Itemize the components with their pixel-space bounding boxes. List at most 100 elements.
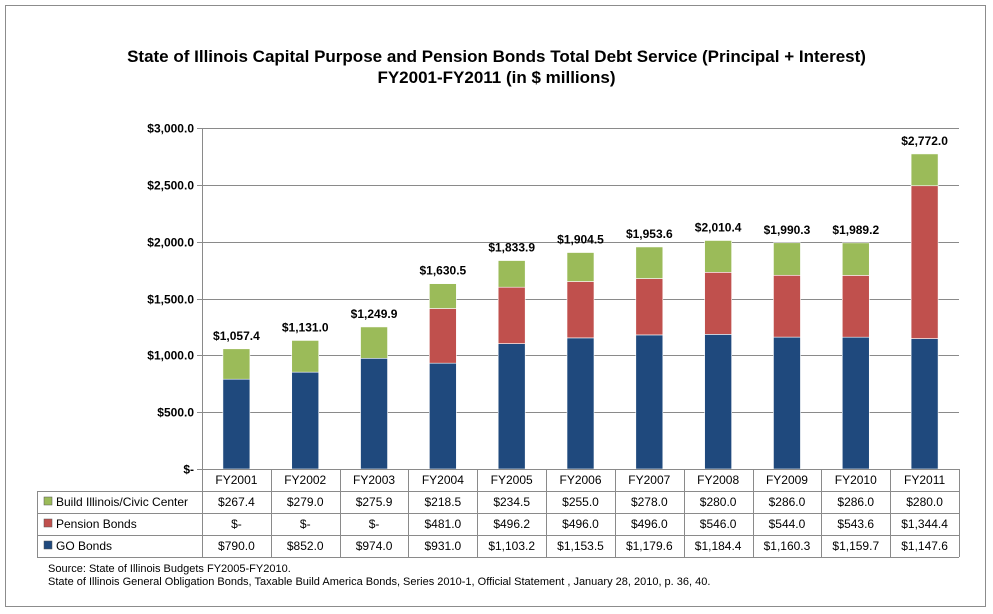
bar-segment-build-illinois-civic-center [704, 240, 732, 273]
x-tick-label: FY2002 [284, 473, 326, 487]
bar-segment-go-bonds [566, 337, 595, 470]
total-data-label: $1,953.6 [626, 227, 673, 241]
table-cell: $1,153.5 [557, 539, 604, 553]
bar-segment-pension-bonds [497, 286, 526, 344]
table-cell: $931.0 [425, 539, 462, 553]
x-tick-label: FY2011 [904, 473, 945, 487]
table-cell: $280.0 [700, 495, 737, 509]
table-cell: $255.0 [562, 495, 599, 509]
bar-segment-go-bonds [841, 336, 870, 470]
bar-segment-go-bonds [635, 334, 664, 470]
bar-segment-go-bonds [291, 371, 320, 470]
table-cell: $496.0 [562, 517, 599, 531]
bar-segment-build-illinois-civic-center [566, 252, 595, 282]
bar-segment-build-illinois-civic-center [841, 242, 870, 276]
table-cell: $280.0 [906, 495, 943, 509]
table-cell: $790.0 [218, 539, 255, 553]
bar-segment-build-illinois-civic-center [429, 283, 457, 309]
bar-segment-pension-bonds [773, 274, 801, 338]
x-tick-label: FY2004 [422, 473, 464, 487]
table-cell: $1,344.4 [901, 517, 948, 531]
x-tick-label: FY2008 [697, 473, 739, 487]
x-tick-label: FY2009 [766, 473, 808, 487]
bar-segment-build-illinois-civic-center [635, 246, 664, 279]
table-cell: $1,184.4 [695, 539, 742, 553]
bar-segment-build-illinois-civic-center [497, 260, 526, 288]
legend-label: Pension Bonds [56, 517, 137, 531]
total-data-label: $1,904.5 [557, 233, 604, 247]
y-tick-label: $500.0 [157, 406, 194, 420]
table-cell: $544.0 [769, 517, 806, 531]
bar-segment-build-illinois-civic-center [773, 242, 801, 276]
bar-segment-pension-bonds [566, 281, 595, 339]
total-data-label: $1,057.4 [213, 329, 260, 343]
legend-label: GO Bonds [56, 539, 112, 553]
table-cell: $543.6 [837, 517, 874, 531]
bar-segment-build-illinois-civic-center [360, 326, 388, 359]
table-cell: $1,160.3 [764, 539, 811, 553]
total-data-label: $1,249.9 [351, 307, 398, 321]
bar-segment-go-bonds [429, 362, 457, 470]
bar-segment-go-bonds [222, 378, 251, 470]
legend-swatch [43, 496, 53, 506]
table-cell: $1,147.6 [901, 539, 948, 553]
bar-segment-go-bonds [910, 338, 939, 470]
table-cell: $275.9 [356, 495, 393, 509]
total-data-label: $1,630.5 [420, 264, 467, 278]
table-cell: $278.0 [631, 495, 668, 509]
table-cell: $1,159.7 [832, 539, 879, 553]
y-tick-label: $2,500.0 [147, 179, 194, 193]
chart-title: State of Illinois Capital Purpose and Pe… [127, 47, 866, 66]
table-cell: $852.0 [287, 539, 324, 553]
table-cell: $286.0 [837, 495, 874, 509]
x-tick-label: FY2001 [215, 473, 257, 487]
table-cell: $546.0 [700, 517, 737, 531]
total-data-label: $1,131.0 [282, 320, 329, 334]
bar-segment-pension-bonds [429, 308, 457, 364]
y-tick-label: $2,000.0 [147, 236, 194, 250]
bar-segment-go-bonds [773, 336, 801, 470]
table-cell: $- [231, 517, 242, 531]
table-cell: $481.0 [425, 517, 462, 531]
legend-swatch [43, 540, 53, 550]
bar-segment-build-illinois-civic-center [222, 348, 251, 380]
table-cell: $234.5 [493, 495, 530, 509]
bar-segment-build-illinois-civic-center [910, 153, 939, 187]
y-tick-label: $1,500.0 [147, 293, 194, 307]
table-cell: $- [300, 517, 311, 531]
source-citation: State of Illinois General Obligation Bon… [48, 576, 711, 588]
y-tick-label: $- [183, 463, 194, 477]
table-cell: $- [369, 517, 380, 531]
total-data-label: $1,833.9 [488, 241, 535, 255]
legend-swatch [43, 518, 53, 528]
bar-segment-pension-bonds [635, 278, 664, 336]
total-data-label: $2,010.4 [695, 220, 742, 234]
legend-label: Build Illinois/Civic Center [56, 495, 188, 509]
table-cell: $496.2 [493, 517, 530, 531]
total-data-label: $1,989.2 [832, 223, 879, 237]
chart-frame [5, 5, 986, 607]
table-cell: $1,103.2 [488, 539, 535, 553]
table-cell: $279.0 [287, 495, 324, 509]
table-cell: $218.5 [425, 495, 462, 509]
x-tick-label: FY2007 [628, 473, 670, 487]
bar-segment-build-illinois-civic-center [291, 340, 320, 373]
y-tick-label: $3,000.0 [147, 122, 194, 136]
bar-segment-go-bonds [360, 357, 388, 470]
table-cell: $496.0 [631, 517, 668, 531]
source-note: Source: State of Illinois Budgets FY2005… [48, 563, 291, 575]
chart-title-block: State of Illinois Capital Purpose and Pe… [0, 46, 993, 88]
total-data-label: $2,772.0 [901, 134, 948, 148]
table-cell: $267.4 [218, 495, 255, 509]
table-cell: $1,179.6 [626, 539, 673, 553]
chart-subtitle: FY2001-FY2011 (in $ millions) [377, 68, 616, 87]
bar-segment-pension-bonds [704, 272, 732, 335]
x-tick-label: FY2010 [835, 473, 877, 487]
x-tick-label: FY2005 [491, 473, 533, 487]
bar-segment-pension-bonds [910, 185, 939, 339]
bar-segment-go-bonds [704, 334, 732, 470]
x-tick-label: FY2006 [559, 473, 601, 487]
bar-segment-go-bonds [497, 343, 526, 470]
x-tick-label: FY2003 [353, 473, 395, 487]
